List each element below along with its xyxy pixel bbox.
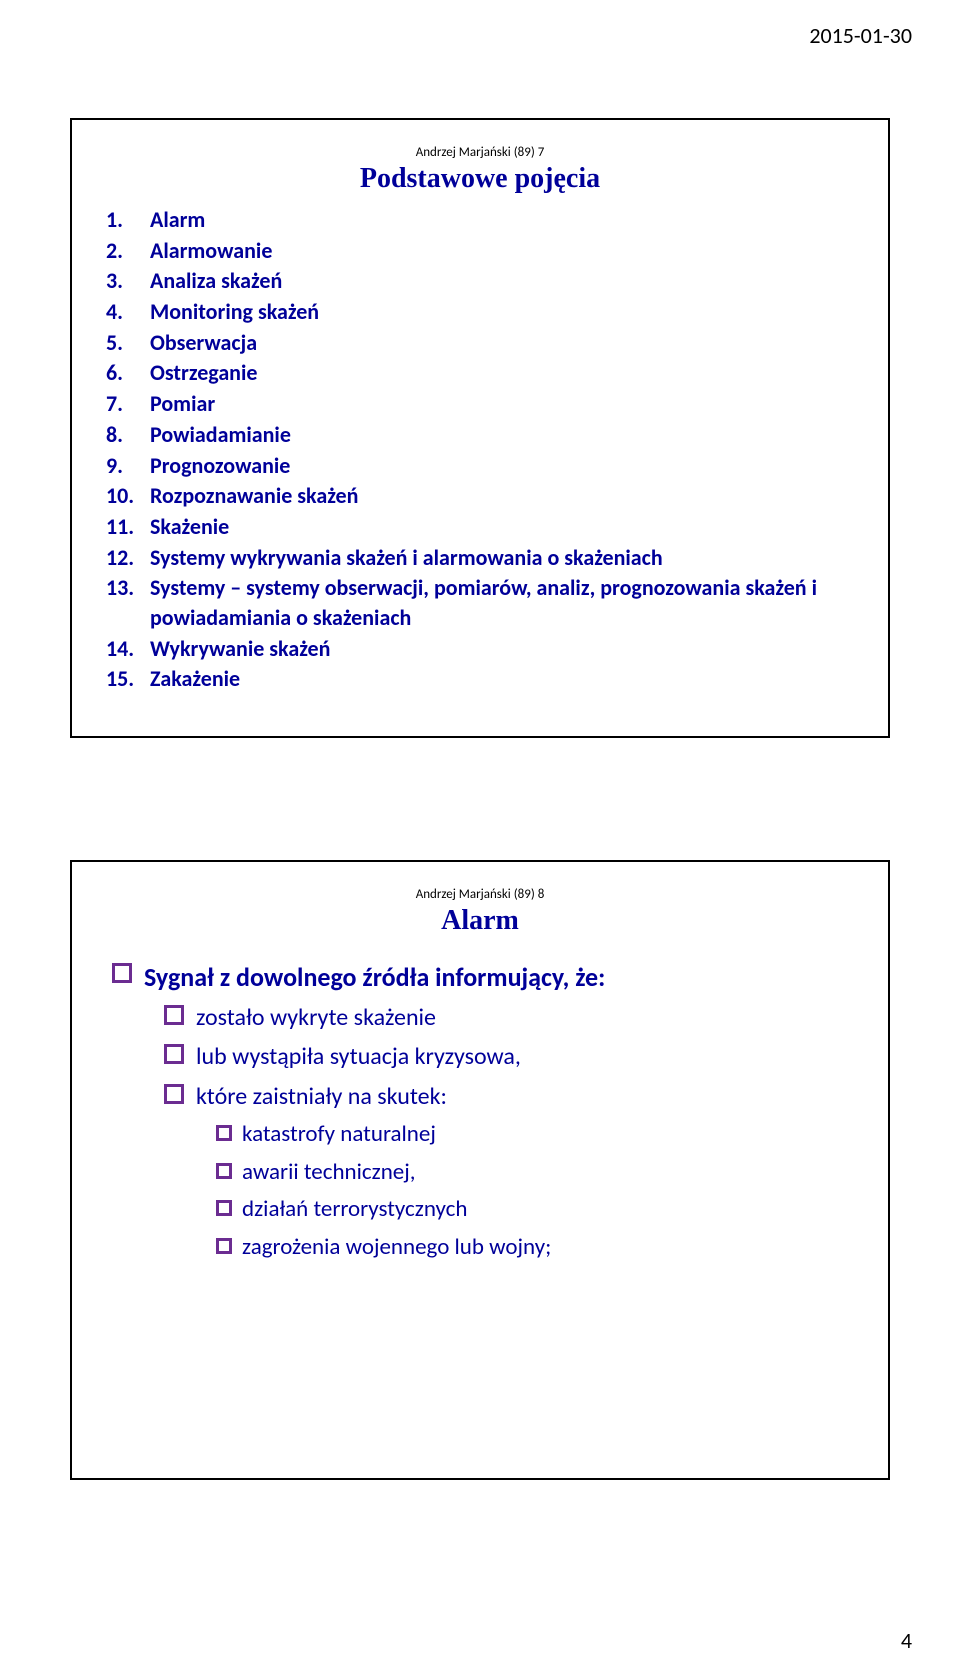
bullet-icon [216,1238,232,1254]
bullet-icon [112,963,132,983]
bullet-icon [164,1044,184,1064]
list-item: 12.Systemy wykrywania skażeń i alarmowan… [106,543,854,573]
list-item: które zaistniały na skutek: [164,1078,854,1115]
list-item: 2.Alarmowanie [106,236,854,266]
list-item: 8.Powiadamianie [106,420,854,450]
bullet-icon [216,1125,232,1141]
list-item: 13.Systemy – systemy obserwacji, pomiaró… [106,573,854,632]
bullet-icon [216,1163,232,1179]
slide-1-title: Podstawowe pojęcia [106,163,854,195]
list-item: lub wystąpiła sytuacja kryzysowa, [164,1038,854,1075]
list-item: zagrożenia wojennego lub wojny; [216,1230,854,1266]
list-item: 1.Alarm [106,205,854,235]
slide-1-header: Andrzej Marjański (89) 7 Podstawowe poję… [106,142,854,195]
bullet-icon [216,1200,232,1216]
slide-2-meta: Andrzej Marjański (89) 8 [416,887,545,902]
list-item: 10.Rozpoznawanie skażeń [106,481,854,511]
slide-2-header: Andrzej Marjański (89) 8 Alarm [106,884,854,937]
bullet-icon [164,1084,184,1104]
slide-2-title: Alarm [106,905,854,937]
slide-2-list: Sygnał z dowolnego źródła informujący, ż… [106,957,854,1265]
list-item: 14.Wykrywanie skażeń [106,634,854,664]
list-item: 9.Prognozowanie [106,451,854,481]
slide-1-list: 1.Alarm 2.Alarmowanie 3.Analiza skażeń 4… [106,205,854,694]
list-item: 4.Monitoring skażeń [106,297,854,327]
bullet-icon [164,1005,184,1025]
list-item: 7.Pomiar [106,389,854,419]
list-item: awarii technicznej, [216,1155,854,1191]
list-item: 6.Ostrzeganie [106,358,854,388]
list-item: działań terrorystycznych [216,1192,854,1228]
list-item: Sygnał z dowolnego źródła informujący, ż… [112,957,854,997]
list-item: 15.Zakażenie [106,664,854,694]
slide-1-meta: Andrzej Marjański (89) 7 [416,145,545,160]
list-item: 5.Obserwacja [106,328,854,358]
list-item: zostało wykryte skażenie [164,999,854,1036]
list-item: 3.Analiza skażeń [106,266,854,296]
slide-2: Andrzej Marjański (89) 8 Alarm Sygnał z … [70,860,890,1480]
list-item: 11.Skażenie [106,512,854,542]
page-date: 2015-01-30 [809,22,912,49]
page-number: 4 [901,1627,912,1654]
list-item: katastrofy naturalnej [216,1117,854,1153]
slide-1: Andrzej Marjański (89) 7 Podstawowe poję… [70,118,890,738]
